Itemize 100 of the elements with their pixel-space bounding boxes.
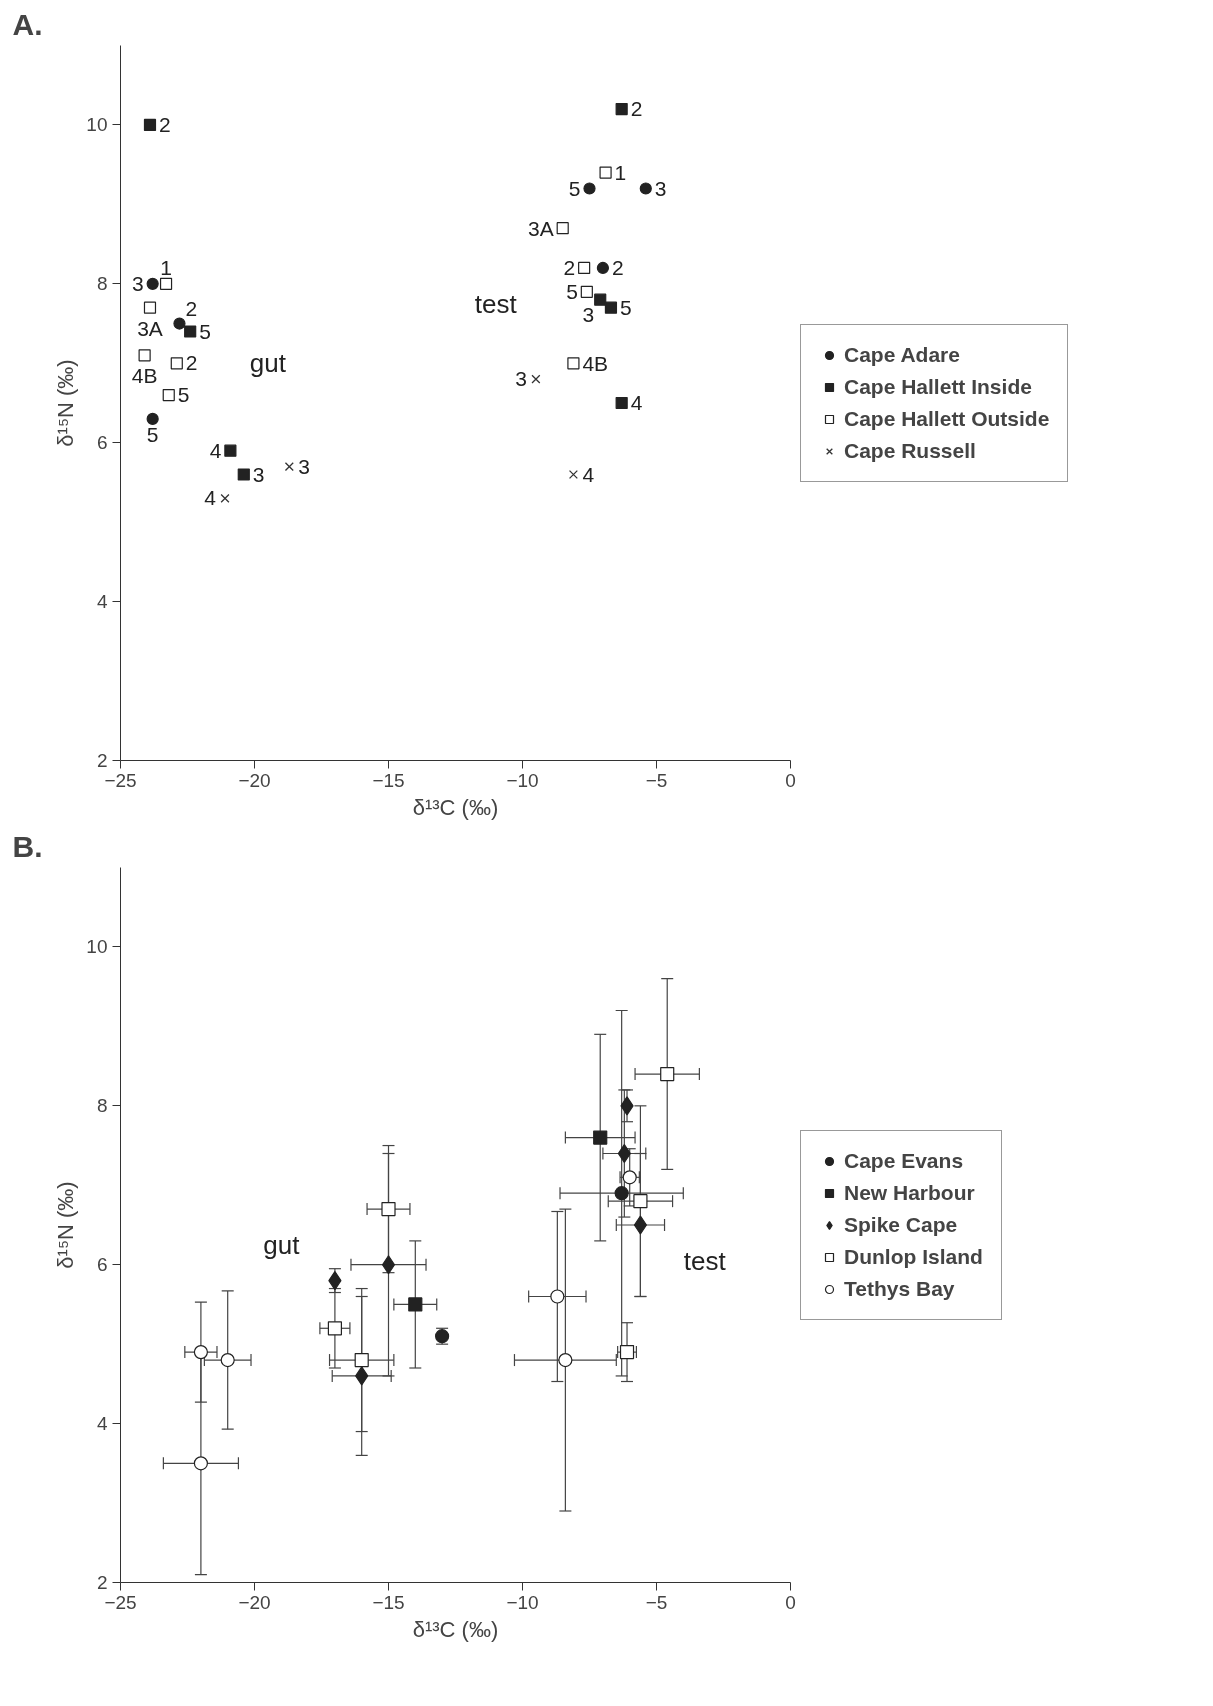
point	[193, 1345, 208, 1360]
point	[594, 293, 607, 306]
annotation: 3	[298, 454, 311, 478]
legend-label: Dunlop Island	[844, 1244, 983, 1269]
y-tick-label: 10	[86, 114, 108, 136]
point	[633, 1194, 648, 1209]
point	[224, 444, 237, 457]
point	[620, 1096, 634, 1116]
point	[146, 277, 159, 290]
point	[580, 285, 593, 298]
annotation: 2	[185, 351, 198, 375]
point	[143, 118, 157, 132]
x-tick-label: −25	[104, 1591, 137, 1613]
point	[550, 1289, 565, 1304]
annotation: 4B	[131, 364, 158, 388]
annotation: 4	[582, 462, 595, 486]
legend-label: Cape Evans	[844, 1148, 964, 1173]
point	[578, 261, 591, 275]
point	[354, 1352, 369, 1368]
x-tick-label: −5	[645, 1591, 668, 1613]
point	[596, 261, 609, 275]
point	[237, 468, 250, 481]
annotation: gut	[263, 1229, 301, 1260]
point	[146, 412, 159, 425]
point	[568, 469, 578, 480]
x-tick-label: −15	[372, 1591, 405, 1613]
point	[220, 1352, 235, 1368]
point	[599, 166, 612, 179]
annotation: 4	[209, 438, 222, 462]
point	[284, 462, 294, 472]
point	[220, 493, 230, 503]
annotation: 5	[199, 319, 211, 343]
x-tick-label: −20	[238, 1591, 271, 1613]
point	[381, 1202, 396, 1217]
annotation: 4	[204, 486, 217, 510]
y-tick-label: 4	[96, 591, 108, 613]
y-tick-label: 6	[96, 432, 108, 454]
annotation: 1	[614, 160, 627, 184]
point	[159, 277, 173, 290]
point	[381, 1255, 396, 1275]
point	[173, 317, 186, 330]
point	[615, 396, 628, 410]
point	[355, 1366, 369, 1386]
annotation: 5	[566, 279, 578, 303]
point	[170, 357, 183, 370]
point	[193, 1456, 208, 1471]
point	[614, 1186, 629, 1201]
y-tick-label: 6	[96, 1254, 108, 1276]
x-tick-label: −15	[372, 769, 405, 791]
annotation: 5	[619, 295, 632, 319]
point	[604, 301, 618, 314]
annotation: 3A	[528, 216, 554, 240]
x-tick-label: −10	[506, 769, 539, 791]
x-axis-title: δ¹³C (‰)	[412, 794, 499, 820]
annotation: 3	[515, 367, 527, 391]
point	[639, 182, 652, 195]
annotation: 2	[563, 255, 576, 279]
annotation: 1	[160, 255, 172, 279]
point	[593, 1130, 608, 1145]
annotation: test	[683, 1245, 727, 1276]
x-tick-label: −20	[238, 769, 271, 791]
y-axis-title: δ¹⁵N (‰)	[53, 1181, 79, 1269]
annotation: 2	[185, 296, 198, 320]
point	[615, 102, 628, 116]
point	[633, 1215, 648, 1235]
annotation: test	[474, 288, 518, 319]
point	[556, 222, 569, 235]
y-tick-label: 2	[96, 750, 108, 771]
x-axis-title: δ¹³C (‰)	[412, 1616, 499, 1642]
annotation: 3	[654, 176, 667, 200]
annotation: 5	[177, 383, 190, 407]
annotation: 5	[146, 422, 159, 446]
annotation: gut	[249, 348, 287, 379]
y-tick-label: 8	[96, 1095, 108, 1117]
point	[558, 1352, 573, 1368]
legend-label: Cape Hallett Inside	[844, 374, 1032, 399]
x-tick-label: −10	[506, 1591, 539, 1613]
annotation: 3	[131, 271, 144, 295]
y-tick-label: 2	[96, 1572, 108, 1593]
annotation: 3A	[137, 316, 163, 340]
x-tick-label: 0	[785, 1591, 796, 1613]
x-tick-label: −25	[104, 769, 137, 791]
annotation: 3	[252, 462, 265, 486]
point	[408, 1297, 423, 1312]
legend-label: New Harbour	[844, 1180, 975, 1205]
point	[138, 349, 151, 362]
annotation: 4	[630, 391, 643, 414]
legend-label: Spike Cape	[844, 1212, 958, 1237]
legend-label: Cape Adare	[844, 342, 960, 367]
x-tick-label: −5	[645, 769, 668, 791]
point	[583, 182, 596, 195]
y-axis-title: δ¹⁵N (‰)	[53, 359, 79, 447]
chart-title: B.	[12, 829, 43, 863]
annotation: 3	[582, 302, 595, 326]
point	[184, 325, 197, 338]
point	[143, 301, 157, 314]
legend-label: Cape Hallett Outside	[844, 406, 1050, 431]
x-tick-label: 0	[785, 769, 796, 791]
annotation: 2	[611, 255, 624, 279]
y-tick-label: 8	[96, 273, 108, 295]
